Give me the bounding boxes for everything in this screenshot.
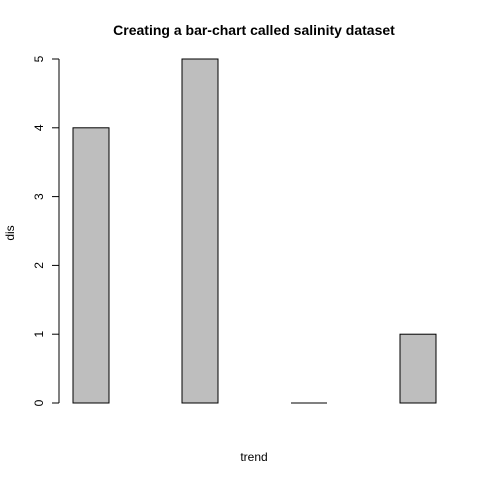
y-tick-label: 1 [32,331,46,338]
bar [399,333,437,404]
y-axis-label: dis [3,225,17,240]
chart-title: Creating a bar-chart called salinity dat… [113,22,395,38]
y-tick-label: 2 [32,262,46,269]
y-axis: 0 1 2 3 4 5 [32,55,60,406]
y-tick-label: 0 [32,399,46,406]
y-tick-label: 4 [32,124,46,131]
bar [181,58,219,404]
x-axis-label: trend [240,450,267,464]
bar [72,127,110,404]
bars-group [72,58,437,404]
y-tick-label: 5 [32,55,46,62]
y-tick-label: 3 [32,193,46,200]
